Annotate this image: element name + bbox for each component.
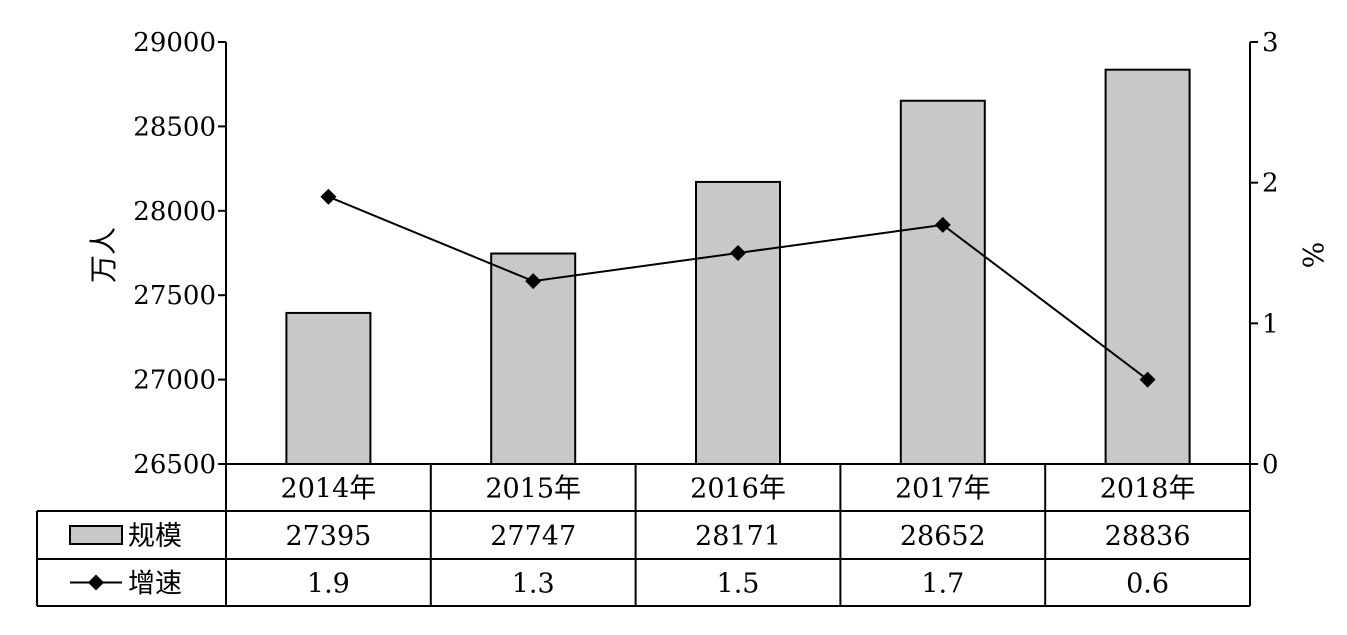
growth-point-2014年 — [320, 188, 337, 205]
category-label: 2017年 — [895, 474, 991, 505]
right-tick-label: 2 — [1262, 169, 1279, 199]
plot-area: 26500 27000 27500 28000 28500 29000 0 1 2 3 — [133, 28, 1278, 480]
left-tick-label: 27000 — [133, 366, 216, 396]
table-cell: 1.9 — [307, 569, 350, 600]
growth-point-2015年 — [525, 273, 542, 290]
table-cell: 28171 — [695, 521, 781, 552]
category-label: 2018年 — [1100, 474, 1196, 505]
growth-point-2017年 — [934, 216, 951, 233]
table-cell: 1.7 — [921, 569, 964, 600]
right-tick-label: 1 — [1262, 309, 1279, 339]
category-label: 2014年 — [281, 474, 377, 505]
bar-2017年 — [899, 99, 986, 465]
legend-key-bar — [69, 525, 123, 545]
bar-2018年 — [1104, 68, 1191, 465]
table-cell: 27395 — [285, 521, 371, 552]
left-axis-title: 万人 — [87, 227, 120, 283]
table-cell: 28836 — [1105, 521, 1191, 552]
right-tick-label: 3 — [1262, 28, 1279, 58]
left-tick-label: 27500 — [133, 281, 216, 311]
bar-2014年 — [285, 311, 372, 466]
category-label: 2015年 — [485, 474, 581, 505]
table-cell: 1.5 — [717, 569, 760, 600]
growth-point-2016年 — [730, 245, 746, 261]
left-tick-label: 28500 — [133, 112, 216, 142]
bar-2016年 — [695, 180, 781, 465]
table-cell: 27747 — [490, 521, 576, 552]
table-cell: 1.3 — [512, 569, 555, 600]
right-axis-title: % — [1296, 242, 1329, 269]
right-tick-label: 0 — [1262, 450, 1279, 480]
row-label: 规模 — [128, 521, 182, 552]
category-label: 2016年 — [690, 474, 786, 505]
growth-point-2018年 — [1139, 371, 1156, 388]
left-tick-label: 29000 — [133, 28, 216, 58]
table-cell: 28652 — [900, 521, 986, 552]
left-tick-label: 26500 — [133, 450, 216, 480]
row-label: 增速 — [128, 569, 182, 600]
legend-key-marker — [88, 574, 104, 591]
left-tick-label: 28000 — [133, 197, 216, 227]
table-cell: 0.6 — [1126, 569, 1169, 600]
